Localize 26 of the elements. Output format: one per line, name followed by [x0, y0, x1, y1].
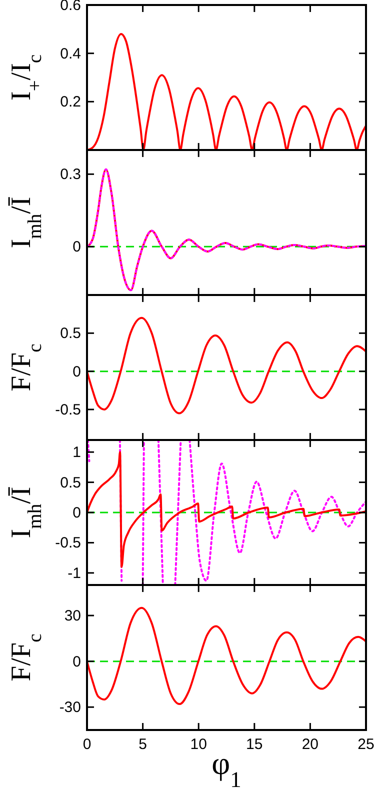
y-tick-label: -0.5: [55, 401, 81, 418]
y-tick-label: 0: [72, 504, 81, 522]
y-tick-label: 0.2: [60, 94, 81, 111]
x-tick-label: 5: [138, 736, 147, 753]
y-tick-label: 0.5: [60, 325, 81, 342]
y-tick-label: -1: [68, 564, 81, 582]
y-tick-label: -30: [59, 699, 81, 716]
y-tick-label: 30: [64, 608, 81, 625]
x-tick-label: 20: [302, 736, 319, 753]
x-axis-title: φ$_{1}$: [212, 745, 242, 792]
y-tick-label: 1: [72, 444, 81, 462]
x-tick-label: 10: [190, 736, 207, 753]
y-tick-label: 0: [72, 363, 81, 380]
line-series: [87, 606, 366, 706]
y-tick-label: 0: [72, 238, 81, 256]
y-tick-label: -0.5: [55, 534, 81, 552]
y-tick-label: 0: [72, 653, 81, 670]
line-series: [87, 33, 366, 150]
line-series: [87, 168, 366, 292]
y-tick-label: 0.4: [60, 45, 81, 62]
x-tick-label: 15: [246, 736, 263, 753]
y-tick-label: 0.3: [60, 166, 81, 184]
line-series: [87, 451, 366, 568]
y-tick-label: 0.5: [60, 474, 81, 492]
x-tick-label: 25: [358, 736, 374, 753]
line-series: [87, 316, 366, 414]
